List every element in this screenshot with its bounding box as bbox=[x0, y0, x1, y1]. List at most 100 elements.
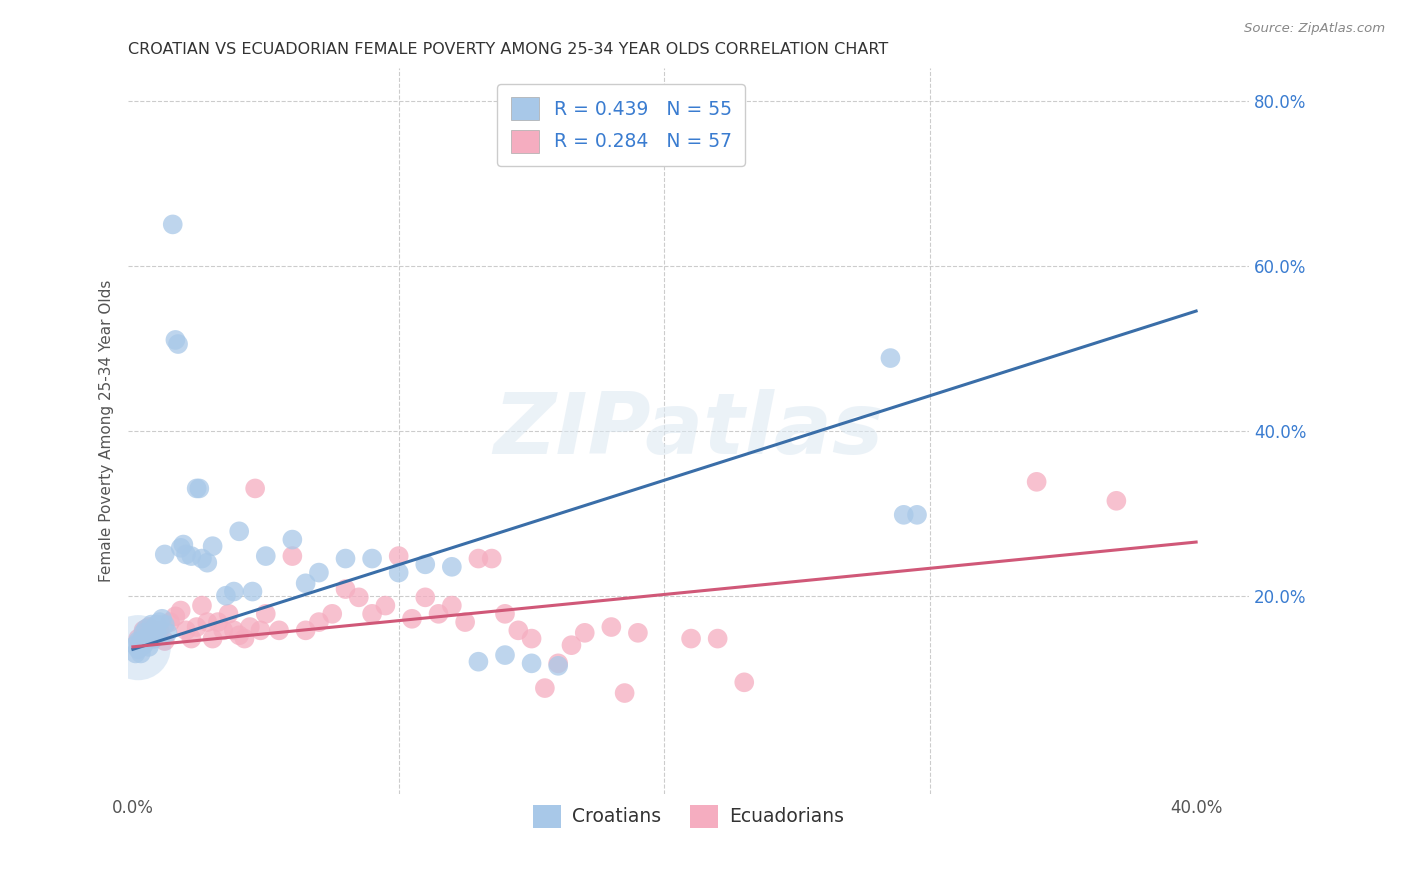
Text: Source: ZipAtlas.com: Source: ZipAtlas.com bbox=[1244, 22, 1385, 36]
Point bbox=[124, 647, 146, 661]
Point bbox=[170, 541, 193, 555]
Point bbox=[180, 549, 202, 563]
Point bbox=[143, 632, 166, 646]
Point bbox=[706, 632, 728, 646]
Point bbox=[388, 549, 411, 563]
Point bbox=[281, 549, 304, 563]
Point bbox=[879, 351, 901, 365]
Point bbox=[132, 624, 155, 638]
Point bbox=[148, 624, 170, 638]
Point bbox=[321, 607, 343, 621]
Point bbox=[150, 612, 173, 626]
Point bbox=[138, 620, 160, 634]
Point bbox=[440, 599, 463, 613]
Point bbox=[574, 625, 596, 640]
Point bbox=[129, 647, 152, 661]
Point bbox=[141, 617, 163, 632]
Point bbox=[613, 686, 636, 700]
Point bbox=[494, 648, 516, 662]
Point bbox=[127, 632, 149, 646]
Point bbox=[222, 584, 245, 599]
Point bbox=[308, 615, 330, 629]
Point bbox=[165, 609, 187, 624]
Point bbox=[1105, 493, 1128, 508]
Point bbox=[905, 508, 928, 522]
Point bbox=[165, 333, 187, 347]
Point bbox=[233, 632, 256, 646]
Point bbox=[132, 625, 155, 640]
Text: CROATIAN VS ECUADORIAN FEMALE POVERTY AMONG 25-34 YEAR OLDS CORRELATION CHART: CROATIAN VS ECUADORIAN FEMALE POVERTY AM… bbox=[128, 42, 887, 57]
Point bbox=[388, 566, 411, 580]
Point bbox=[127, 634, 149, 648]
Point bbox=[494, 607, 516, 621]
Point bbox=[733, 675, 755, 690]
Point bbox=[141, 625, 163, 640]
Point bbox=[467, 655, 489, 669]
Point bbox=[218, 607, 240, 621]
Legend: Croatians, Ecuadorians: Croatians, Ecuadorians bbox=[526, 797, 852, 835]
Point bbox=[547, 658, 569, 673]
Point bbox=[186, 482, 208, 496]
Point bbox=[172, 537, 194, 551]
Y-axis label: Female Poverty Among 25-34 Year Olds: Female Poverty Among 25-34 Year Olds bbox=[100, 279, 114, 582]
Point bbox=[249, 624, 271, 638]
Point bbox=[156, 625, 179, 640]
Point bbox=[1025, 475, 1047, 489]
Point bbox=[143, 632, 166, 646]
Point bbox=[627, 625, 650, 640]
Point bbox=[347, 591, 370, 605]
Point bbox=[361, 551, 384, 566]
Point bbox=[180, 632, 202, 646]
Point bbox=[201, 632, 224, 646]
Point bbox=[148, 615, 170, 629]
Point bbox=[146, 617, 169, 632]
Point bbox=[508, 624, 530, 638]
Point bbox=[222, 624, 245, 638]
Point bbox=[600, 620, 623, 634]
Point bbox=[281, 533, 304, 547]
Point bbox=[335, 582, 357, 596]
Point bbox=[481, 551, 503, 566]
Point bbox=[294, 624, 316, 638]
Point bbox=[135, 622, 157, 636]
Point bbox=[547, 657, 569, 671]
Point bbox=[681, 632, 703, 646]
Point bbox=[534, 681, 557, 695]
Point bbox=[413, 591, 436, 605]
Point bbox=[374, 599, 396, 613]
Point bbox=[254, 607, 277, 621]
Point bbox=[153, 617, 176, 632]
Point bbox=[401, 612, 423, 626]
Point bbox=[174, 624, 197, 638]
Point bbox=[124, 638, 146, 652]
Point bbox=[242, 584, 264, 599]
Point bbox=[146, 625, 169, 640]
Point bbox=[186, 620, 208, 634]
Point bbox=[159, 615, 181, 629]
Point bbox=[191, 551, 214, 566]
Point bbox=[127, 640, 149, 655]
Point bbox=[560, 638, 582, 652]
Point bbox=[207, 615, 229, 629]
Point bbox=[153, 548, 176, 562]
Point bbox=[893, 508, 915, 522]
Point bbox=[520, 657, 543, 671]
Point bbox=[267, 624, 290, 638]
Point bbox=[127, 642, 149, 657]
Point bbox=[294, 576, 316, 591]
Point bbox=[135, 632, 157, 646]
Point bbox=[228, 628, 250, 642]
Point bbox=[520, 632, 543, 646]
Point bbox=[254, 549, 277, 563]
Point bbox=[170, 603, 193, 617]
Point bbox=[215, 589, 238, 603]
Point bbox=[228, 524, 250, 539]
Point bbox=[413, 558, 436, 572]
Point bbox=[467, 551, 489, 566]
Point bbox=[143, 622, 166, 636]
Point bbox=[308, 566, 330, 580]
Point bbox=[138, 628, 160, 642]
Point bbox=[243, 482, 266, 496]
Point bbox=[153, 634, 176, 648]
Point bbox=[212, 624, 235, 638]
